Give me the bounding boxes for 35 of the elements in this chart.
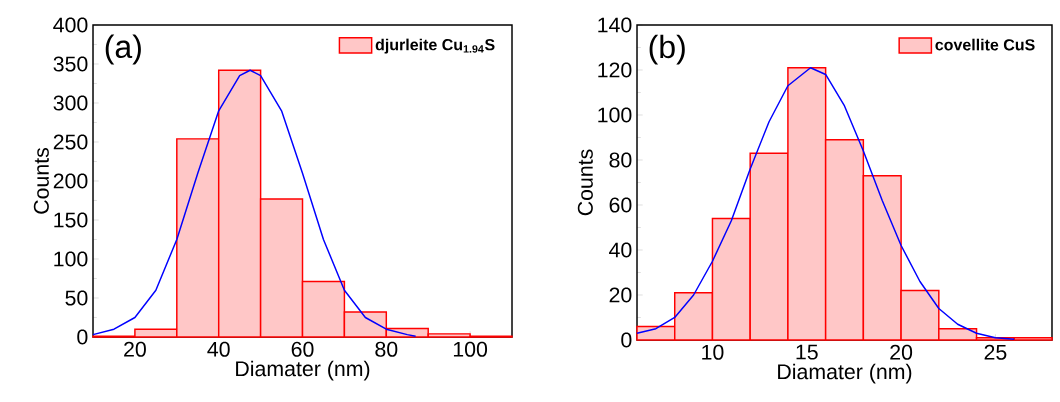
y-tick-label: 140 xyxy=(598,17,632,33)
legend-label: djurleite Cu$_{1.94}$S xyxy=(375,38,495,54)
x-tick-label: 10 xyxy=(702,344,724,360)
y-tick-label: 100 xyxy=(54,251,88,267)
y-axis-title: Counts xyxy=(577,149,593,216)
y-tick-label: 250 xyxy=(53,134,88,150)
y-tick-label: 100 xyxy=(598,107,632,123)
y-tick-label: 80 xyxy=(609,152,632,168)
line-series xyxy=(92,69,417,337)
y-tick-label: 20 xyxy=(609,287,632,303)
y-tick-label: 400 xyxy=(53,17,88,33)
x-tick-label: 15 xyxy=(796,344,818,360)
y-tick-label: 40 xyxy=(609,242,632,258)
y-tick-label: 60 xyxy=(609,197,632,213)
x-tick-label: 100 xyxy=(453,341,488,357)
y-axis-title: Counts xyxy=(33,147,49,214)
x-tick-label: 60 xyxy=(291,341,314,357)
x-tick-label: 20 xyxy=(890,344,913,360)
x-axis-title: Diamater (nm) xyxy=(778,363,912,384)
y-tick-label: 200 xyxy=(53,173,88,189)
x-tick-label: 80 xyxy=(375,341,398,357)
y-tick-label: 0 xyxy=(77,329,88,345)
annotation: (a) xyxy=(105,34,141,65)
legend-label: covellite CuS xyxy=(935,38,1035,51)
y-tick-label: 350 xyxy=(53,56,88,72)
y-tick-label: 150 xyxy=(54,212,88,228)
x-axis-title: Diamater (nm) xyxy=(236,360,370,381)
x-tick-label: 40 xyxy=(207,341,230,357)
y-tick-label: 300 xyxy=(53,95,88,111)
y-tick-label: 50 xyxy=(65,290,88,306)
y-tick-label: 120 xyxy=(598,62,632,78)
x-tick-label: 20 xyxy=(124,341,146,357)
annotation: (b) xyxy=(649,34,685,65)
x-tick-label: 25 xyxy=(984,344,1007,360)
y-tick-label: 0 xyxy=(621,332,632,348)
